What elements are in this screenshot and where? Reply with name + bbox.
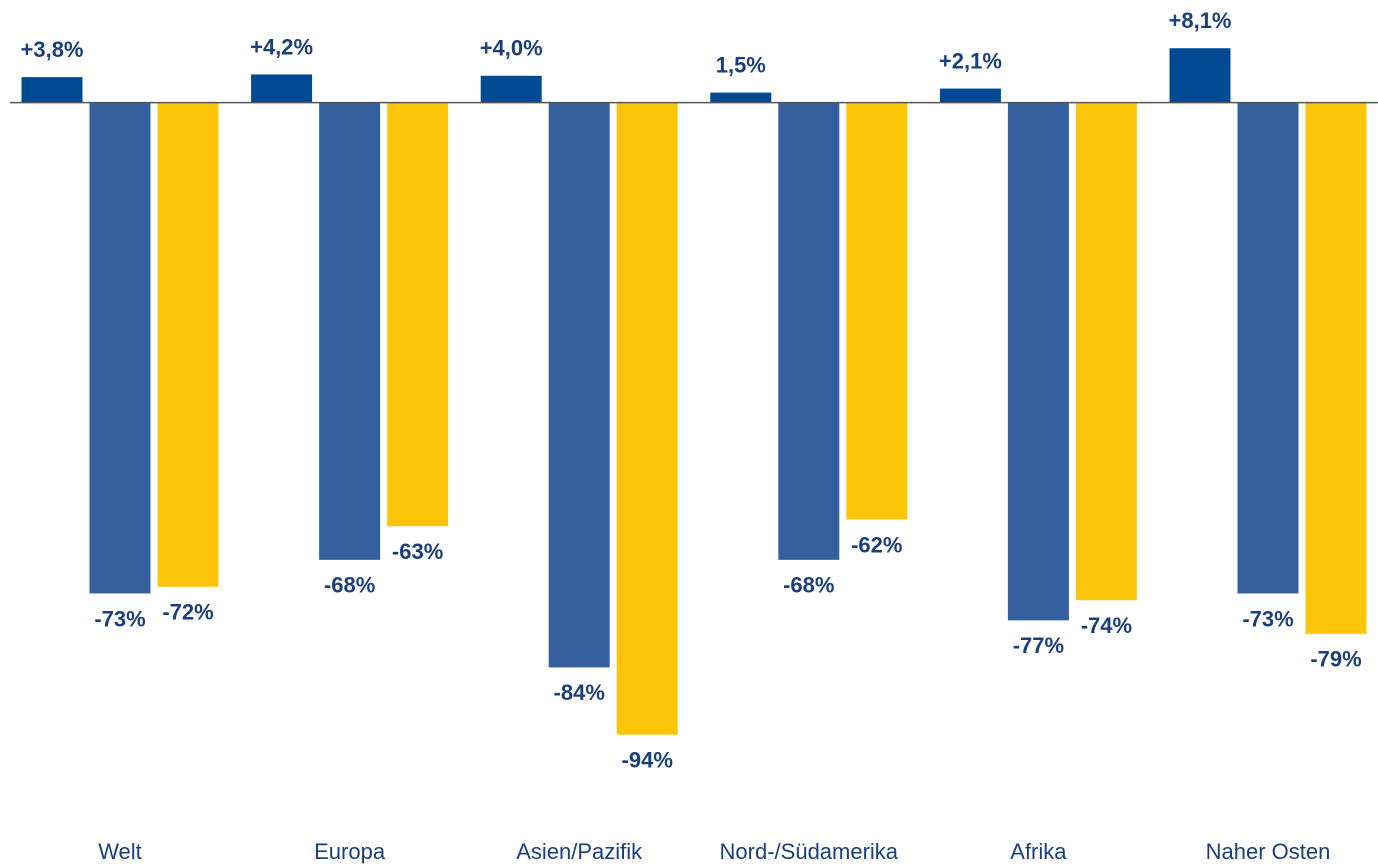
value-label: -62% xyxy=(851,532,902,557)
bar xyxy=(846,102,908,520)
x-tick-label: Afrika xyxy=(1010,839,1067,864)
bar xyxy=(1169,48,1231,103)
bar xyxy=(1075,102,1137,601)
value-label: +3,8% xyxy=(21,37,84,62)
x-tick-label: Welt xyxy=(98,839,142,864)
bar xyxy=(387,102,449,527)
value-label: -74% xyxy=(1081,613,1132,638)
value-label: -73% xyxy=(1242,606,1293,631)
bar xyxy=(616,102,678,735)
x-tick-label: Nord-/Südamerika xyxy=(720,839,899,864)
bar xyxy=(1007,102,1069,621)
x-tick-label: Europa xyxy=(314,839,386,864)
bar xyxy=(548,102,610,668)
bar xyxy=(939,88,1001,103)
value-label: -63% xyxy=(392,539,443,564)
bar xyxy=(319,102,381,560)
value-label: -68% xyxy=(783,573,834,598)
value-label: -79% xyxy=(1310,647,1361,672)
bar xyxy=(251,74,313,103)
value-label: 1,5% xyxy=(716,52,766,77)
value-label: -94% xyxy=(622,747,673,772)
bar xyxy=(710,92,772,103)
value-label: +4,2% xyxy=(250,34,313,59)
value-label: +8,1% xyxy=(1169,8,1232,33)
value-label: -84% xyxy=(554,680,605,705)
bar xyxy=(1237,102,1299,594)
bar xyxy=(778,102,840,560)
value-label: +4,0% xyxy=(480,36,543,61)
value-label: +2,1% xyxy=(939,48,1002,73)
value-label: -68% xyxy=(324,573,375,598)
bar xyxy=(480,75,542,103)
value-label: -77% xyxy=(1013,633,1064,658)
x-tick-label: Asien/Pazifik xyxy=(516,839,643,864)
bar xyxy=(157,102,219,587)
bar xyxy=(21,77,83,103)
value-label: -73% xyxy=(94,606,145,631)
x-tick-label: Naher Osten xyxy=(1206,839,1331,864)
value-label: -72% xyxy=(162,600,213,625)
bar xyxy=(89,102,151,594)
bar xyxy=(1305,102,1367,634)
